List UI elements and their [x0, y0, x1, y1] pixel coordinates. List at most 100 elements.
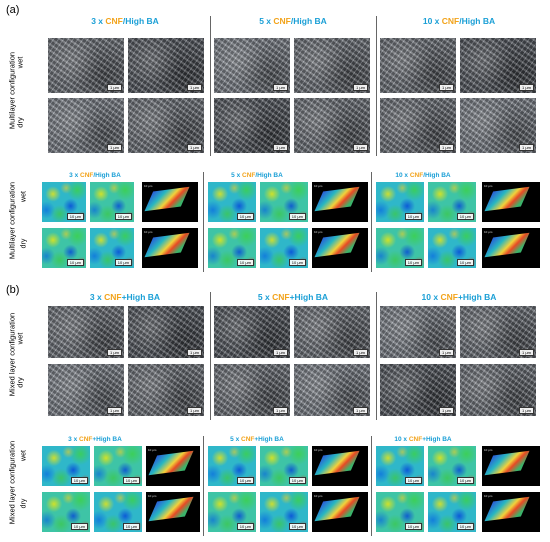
panel-b-sem-row-wet: wet — [15, 332, 25, 345]
panel-a-label: (a) — [6, 4, 20, 16]
scale-bar: 10 μm — [66, 213, 84, 220]
scale-bar: 1 μm — [519, 144, 534, 151]
afm-map: 10 μm — [428, 446, 476, 486]
afm-map: 10 μm — [376, 446, 424, 486]
scale-bar: 1 μm — [187, 84, 202, 91]
scale-bar: 10 μm — [404, 523, 422, 530]
sem-image: 1 μm — [214, 306, 290, 358]
sem-image: 1 μm — [214, 364, 290, 416]
afm-map: 10 μm — [260, 228, 308, 268]
afm-map: 10 μm — [42, 228, 86, 268]
scale-bar: 1 μm — [107, 407, 122, 414]
scale-bar: 10 μm — [70, 477, 88, 484]
afm-3d-map: 10 μm — [482, 228, 540, 268]
afm-map: 10 μm — [260, 492, 308, 532]
panel-b-afm-title-5x: 5 x CNF+High BA — [230, 436, 284, 443]
scale-bar: 1 μm — [273, 349, 288, 356]
afm-axis-label: 10 μm — [484, 448, 493, 452]
afm-map: 10 μm — [94, 446, 142, 486]
sem-image: 1 μm — [380, 306, 456, 358]
panel-b-afm-row-wet: wet — [20, 450, 28, 461]
afm-map: 10 μm — [208, 492, 256, 532]
scale-bar: 10 μm — [114, 213, 132, 220]
panel-b-sem-row-dry: dry — [15, 377, 25, 388]
panel-a-sem-row-dry: dry — [15, 117, 25, 128]
afm-3d-map: 10 μm — [146, 492, 200, 532]
sem-image: 1 μm — [294, 306, 370, 358]
panel-a-separator-2 — [376, 16, 377, 156]
scale-bar: 1 μm — [439, 407, 454, 414]
panel-b-title-3x: 3 x CNF+High BA — [89, 292, 161, 302]
scale-bar: 1 μm — [353, 349, 368, 356]
scale-bar: 10 μm — [66, 259, 84, 266]
afm-axis-label: 10 μm — [314, 448, 323, 452]
panel-b-afm-title-10x: 10 x CNF+High BA — [394, 436, 452, 443]
scale-bar: 10 μm — [236, 523, 254, 530]
afm-map: 10 μm — [42, 182, 86, 222]
afm-axis-label: 10 μm — [484, 230, 493, 234]
scale-bar: 1 μm — [107, 349, 122, 356]
afm-axis-label: 10 μm — [148, 448, 157, 452]
sem-image: 1 μm — [294, 364, 370, 416]
afm-map: 10 μm — [90, 228, 134, 268]
afm-map: 10 μm — [42, 446, 90, 486]
panel-a-afm-side-label: Multilayer configuration — [7, 181, 17, 260]
panel-b-afm-separator-1 — [203, 436, 204, 536]
sem-image: 1 μm — [48, 306, 124, 358]
afm-axis-label: 10 μm — [314, 184, 323, 188]
afm-axis-label: 10 μm — [144, 230, 153, 234]
scale-bar: 1 μm — [353, 407, 368, 414]
afm-map: 10 μm — [376, 492, 424, 532]
sem-image: 1 μm — [128, 306, 204, 358]
scale-bar: 10 μm — [288, 477, 306, 484]
afm-map: 10 μm — [94, 492, 142, 532]
panel-a-sem-row-wet: wet — [15, 56, 25, 69]
scale-bar: 1 μm — [187, 407, 202, 414]
sem-image: 1 μm — [460, 306, 536, 358]
scale-bar: 1 μm — [353, 84, 368, 91]
afm-map: 10 μm — [428, 228, 476, 268]
scale-bar: 1 μm — [439, 84, 454, 91]
afm-map: 10 μm — [260, 446, 308, 486]
scale-bar: 10 μm — [288, 259, 306, 266]
scale-bar: 1 μm — [273, 407, 288, 414]
sem-image: 1 μm — [380, 38, 456, 93]
panel-a-separator-1 — [210, 16, 211, 156]
afm-3d-map: 10 μm — [146, 446, 200, 486]
afm-axis-label: 10 μm — [484, 184, 493, 188]
scale-bar: 10 μm — [236, 259, 254, 266]
scale-bar: 10 μm — [236, 213, 254, 220]
panel-b-label: (b) — [6, 284, 20, 296]
panel-b-afm-row-dry: dry — [20, 498, 28, 509]
sem-image: 1 μm — [128, 364, 204, 416]
afm-map: 10 μm — [428, 182, 476, 222]
afm-map: 10 μm — [428, 492, 476, 532]
sem-image: 1 μm — [48, 38, 124, 93]
panel-b-title-5x: 5 x CNF+High BA — [257, 292, 329, 302]
sem-image: 1 μm — [460, 364, 536, 416]
afm-3d-map: 10 μm — [312, 492, 368, 532]
scale-bar: 1 μm — [187, 349, 202, 356]
scale-bar: 10 μm — [404, 259, 422, 266]
scale-bar: 10 μm — [456, 259, 474, 266]
panel-a-title-3x: 3 x CNF/High BA — [91, 16, 159, 26]
scale-bar: 10 μm — [288, 523, 306, 530]
afm-3d-map: 10 μm — [142, 182, 198, 222]
scale-bar: 1 μm — [273, 84, 288, 91]
scale-bar: 1 μm — [107, 144, 122, 151]
panel-b-afm-title-3x: 3 x CNF+High BA — [68, 436, 122, 443]
afm-map: 10 μm — [208, 228, 256, 268]
afm-3d-map: 10 μm — [482, 492, 540, 532]
sem-image: 1 μm — [214, 38, 290, 93]
afm-map: 10 μm — [90, 182, 134, 222]
panel-b-afm-side-label: Mixed layer configuration — [7, 440, 17, 525]
scale-bar: 10 μm — [114, 259, 132, 266]
scale-bar: 10 μm — [288, 213, 306, 220]
panel-a-title-5x: 5 x CNF/High BA — [259, 16, 327, 26]
scale-bar: 1 μm — [519, 84, 534, 91]
scale-bar: 1 μm — [353, 144, 368, 151]
scale-bar: 1 μm — [439, 349, 454, 356]
afm-map: 10 μm — [260, 182, 308, 222]
afm-3d-map: 10 μm — [142, 228, 198, 268]
afm-axis-label: 10 μm — [144, 184, 153, 188]
